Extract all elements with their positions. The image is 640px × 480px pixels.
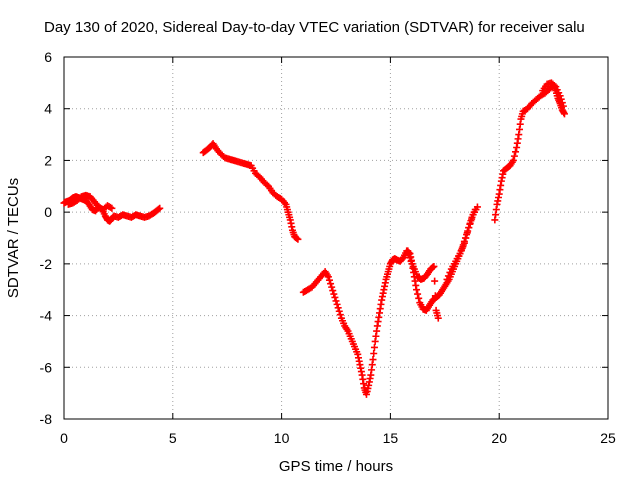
x-tick-label: 5 [169,430,177,446]
y-tick-label: 0 [44,204,52,220]
data-point [334,304,342,312]
data-point [294,235,302,243]
y-tick-label: 2 [44,152,52,168]
y-tick-label: -2 [40,256,53,272]
data-point [293,234,301,242]
data-point [405,250,413,258]
data-point [108,204,116,212]
data-point [457,246,465,254]
data-point [550,81,558,89]
data-point [434,314,442,322]
y-tick-label: 6 [44,49,52,65]
y-tick-label: 4 [44,101,52,117]
data-point [466,219,474,227]
x-tick-label: 20 [491,430,507,446]
grid-lines [64,57,608,419]
data-point [415,294,423,302]
data-point [324,273,332,281]
x-tick-label: 0 [60,430,68,446]
data-point [431,277,439,285]
data-point [369,356,377,364]
y-tick-label: -8 [40,411,53,427]
data-point [429,263,437,271]
x-tick-label: 25 [600,430,616,446]
data-point [460,239,468,247]
x-tick-label: 10 [274,430,290,446]
data-point [330,290,338,298]
data-point [459,243,467,251]
data-point [413,286,421,294]
data-point [332,297,340,305]
data-marks [60,79,568,398]
y-tick-label: -4 [40,308,53,324]
data-point [456,250,464,258]
data-point [370,343,378,351]
data-point [468,215,476,223]
data-point [557,95,565,103]
data-point [512,148,520,156]
data-point [473,203,481,211]
data-point [404,247,412,255]
data-point [333,300,341,308]
data-point [155,205,163,213]
y-axis-label: SDTVAR / TECUs [5,178,22,298]
y-tick-label: -6 [40,359,53,375]
data-point [430,262,438,270]
data-point [444,272,452,280]
data-point [465,224,473,232]
data-point [559,102,567,110]
data-point [336,311,344,319]
data-point [509,156,517,164]
data-point [443,275,451,283]
x-tick-label: 15 [383,430,399,446]
chart-title: Day 130 of 2020, Sidereal Day-to-day VTE… [44,19,585,36]
data-point [560,110,568,118]
data-point [106,203,114,211]
data-point [414,290,422,298]
x-axis-label: GPS time / hours [279,458,393,475]
axis-ticks: 0 5 10 15 20 25 -8 -6 -4 -2 0 2 4 6 [40,49,616,446]
data-point [463,229,471,237]
data-point [510,152,518,160]
data-point [406,254,414,262]
data-point [558,99,566,107]
data-point [325,276,333,284]
data-point [331,293,339,301]
data-point [556,92,564,100]
data-point [462,234,470,242]
data-point [431,292,439,300]
data-point [446,268,454,276]
plot-frame [63,56,609,420]
data-point [328,283,336,291]
data-point [156,204,164,212]
data-point [327,280,335,288]
data-point [370,349,378,357]
data-point [329,287,337,295]
data-point [335,307,343,315]
